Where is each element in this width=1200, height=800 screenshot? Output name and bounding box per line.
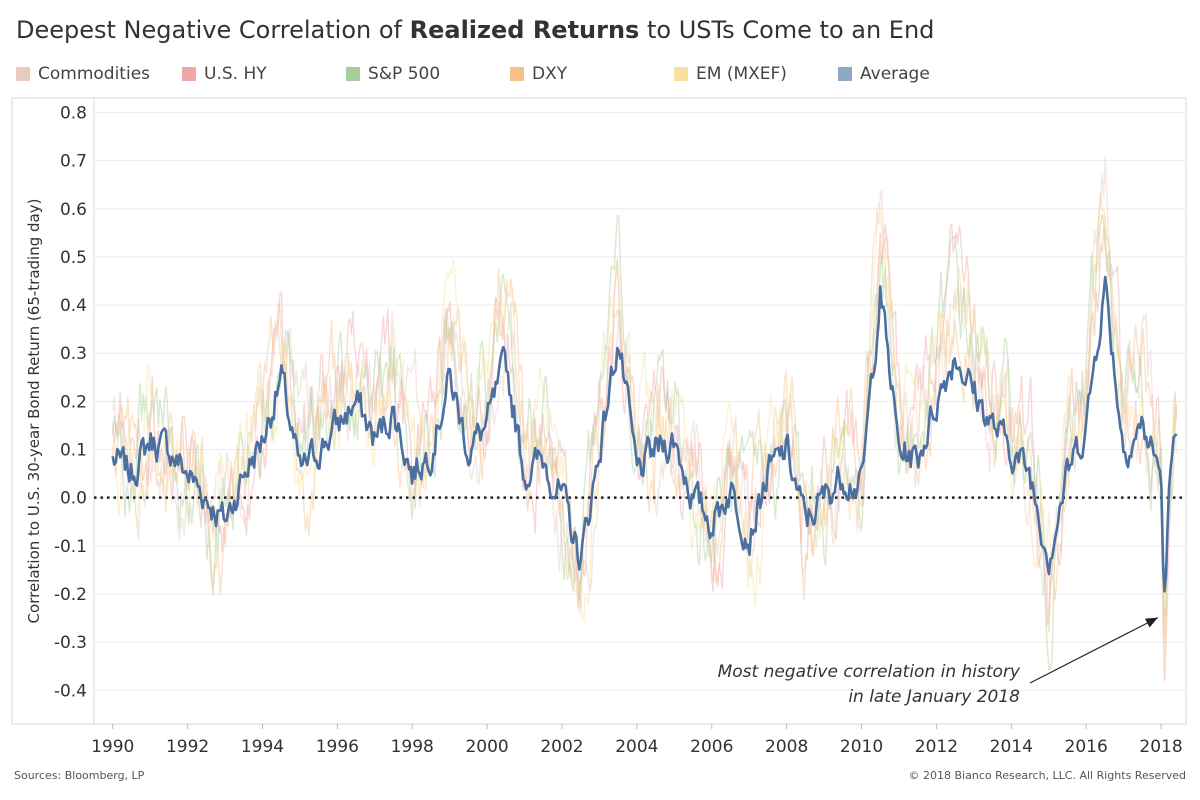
legend-item-commodities[interactable]: Commodities (16, 64, 150, 84)
chart-title: Deepest Negative Correlation of Realized… (16, 16, 934, 44)
x-tick-label: 2004 (615, 737, 658, 757)
x-tick-label: 2002 (540, 737, 583, 757)
legend-swatch-dxy (510, 67, 524, 81)
y-axis-ticks: -0.4 -0.3 -0.2 -0.1 0.0 0.1 0.2 0.3 0.4 0.5 0.6 0.7… (54, 103, 87, 701)
x-tick-label: 2016 (1065, 737, 1108, 757)
y-tick-label: 0.7 (60, 152, 87, 172)
x-tick-label: 1990 (91, 737, 134, 757)
annotation-arrow-line (1029, 617, 1159, 684)
x-tick-label: 1998 (391, 737, 434, 757)
x-tick-label: 2018 (1139, 737, 1182, 757)
legend: Commodities U.S. HY S&P 500 DXY EM (MXEF… (16, 64, 1186, 88)
background-series-line (112, 201, 1178, 665)
x-tick-label: 1996 (316, 737, 359, 757)
legend-label-em: EM (MXEF) (696, 64, 787, 84)
chart-frame (11, 97, 1187, 725)
background-series-line (112, 157, 1178, 636)
legend-label-us-hy: U.S. HY (204, 64, 267, 84)
x-tick-label: 1994 (241, 737, 284, 757)
x-tick-label: 2006 (690, 737, 733, 757)
legend-item-em[interactable]: EM (MXEF) (674, 64, 787, 84)
annotation-line-1: Most negative correlation in history (718, 662, 1021, 682)
y-tick-label: 0.6 (60, 200, 87, 220)
y-tick-label: 0.2 (60, 392, 87, 412)
series-line-average (111, 275, 1178, 593)
legend-item-average[interactable]: Average (838, 64, 930, 84)
y-tick-label: 0.4 (60, 296, 87, 316)
x-tick-label: 2010 (840, 737, 883, 757)
x-tick-label: 2000 (465, 737, 508, 757)
gridlines (94, 111, 1186, 691)
y-tick-label: 0.1 (60, 441, 87, 461)
y-axis-label: Correlation to U.S. 30-year Bond Return … (25, 199, 43, 624)
annotation: Most negative correlation in history in … (718, 617, 1159, 707)
x-tick-label: 2012 (915, 737, 958, 757)
x-tick-label: 2014 (990, 737, 1033, 757)
background-series-line (112, 191, 1178, 645)
x-tick-label: 2008 (765, 737, 808, 757)
legend-label-dxy: DXY (532, 64, 568, 84)
y-tick-label: 0.8 (60, 103, 87, 123)
legend-item-sp500[interactable]: S&P 500 (346, 64, 440, 84)
legend-label-commodities: Commodities (38, 64, 151, 84)
x-tick-label: 1992 (166, 737, 209, 757)
y-tick-label: -0.2 (54, 585, 87, 605)
annotation-arrow-head (1144, 617, 1158, 628)
legend-swatch-commodities (16, 67, 30, 81)
background-series-line (112, 213, 1178, 671)
legend-label-average: Average (860, 64, 930, 84)
title-part-2-bold: Realized Returns (409, 16, 640, 44)
legend-swatch-em (674, 67, 688, 81)
y-tick-label: -0.3 (54, 633, 87, 653)
y-tick-label: 0.0 (60, 489, 87, 509)
copyright-note: © 2018 Bianco Research, LLC. All Rights … (908, 769, 1186, 782)
y-tick-label: -0.1 (54, 537, 87, 557)
y-tick-label: 0.5 (60, 248, 87, 268)
legend-item-us-hy[interactable]: U.S. HY (182, 64, 267, 84)
y-tick-label: -0.4 (54, 681, 87, 701)
legend-item-dxy[interactable]: DXY (510, 64, 567, 84)
annotation-line-2: in late January 2018 (848, 687, 1020, 707)
legend-label-sp500: S&P 500 (368, 64, 441, 84)
x-axis-ticks: 1990 1992 1994 1996 1998 2000 2002 2004 2006 2008… (91, 724, 1183, 757)
title-part-3: to USTs Come to an End (639, 16, 935, 44)
y-tick-label: 0.3 (60, 344, 87, 364)
legend-swatch-average (838, 67, 852, 81)
legend-swatch-sp500 (346, 67, 360, 81)
legend-swatch-us-hy (182, 67, 196, 81)
source-note: Sources: Bloomberg, LP (14, 769, 145, 782)
title-part-1: Deepest Negative Correlation of (16, 16, 410, 44)
